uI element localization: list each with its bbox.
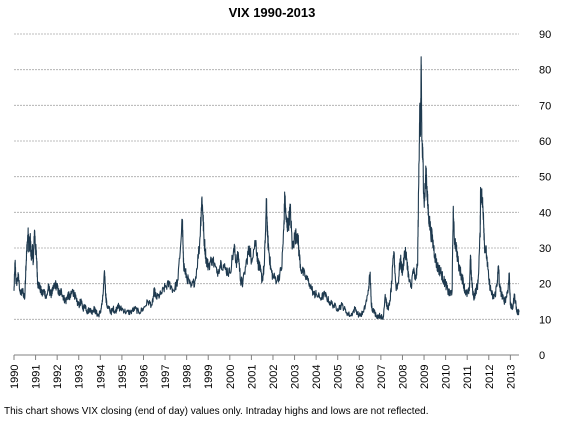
y-tick-label: 10	[539, 314, 551, 326]
axes	[13, 354, 519, 360]
x-tick-label: 2004	[311, 365, 323, 389]
y-tick-label: 20	[539, 279, 551, 291]
x-tick-label: 1991	[31, 365, 43, 389]
x-tick-label: 2008	[397, 365, 409, 389]
x-tick-label: 2013	[505, 365, 517, 389]
x-tick-label: 2009	[419, 365, 431, 389]
tick-labels: 0 10 20 30 40 50 60 70 80 90 1990 1991 1992 1993 1994 1…	[9, 29, 551, 389]
x-tick-label: 2005	[333, 365, 345, 389]
x-tick-label: 2010	[441, 365, 453, 389]
y-tick-label: 60	[539, 136, 551, 148]
x-tick-label: 2011	[462, 365, 474, 389]
x-tick-label: 1996	[138, 365, 150, 389]
y-tick-label: 70	[539, 100, 551, 112]
y-tick-label: 0	[539, 350, 545, 362]
x-tick-label: 1998	[182, 365, 194, 389]
x-tick-label: 1993	[74, 365, 86, 389]
x-tick-label: 2012	[484, 365, 496, 389]
grid	[14, 33, 519, 320]
x-tick-label: 1994	[95, 365, 107, 389]
x-tick-label: 1995	[117, 365, 129, 389]
x-tick-label: 1997	[160, 365, 172, 389]
y-tick-label: 30	[539, 243, 551, 255]
x-tick-label: 2006	[354, 365, 366, 389]
x-tick-label: 1990	[9, 365, 21, 389]
x-tick-label: 2001	[246, 365, 258, 389]
x-tick-label: 1992	[52, 365, 64, 389]
x-tick-label: 1999	[203, 365, 215, 389]
chart-title: VIX 1990-2013	[229, 5, 316, 20]
chart-footnote: This chart shows VIX closing (end of day…	[4, 406, 428, 417]
y-tick-label: 50	[539, 172, 551, 184]
x-tick-label: 2002	[268, 365, 280, 389]
y-tick-label: 40	[539, 207, 551, 219]
vix-series-line	[13, 56, 520, 320]
y-tick-label: 80	[539, 65, 551, 77]
x-tick-label: 2007	[376, 365, 388, 389]
y-tick-label: 90	[539, 29, 551, 41]
series-layer	[13, 56, 520, 320]
x-tick-label: 2000	[225, 365, 237, 389]
x-tick-label: 2003	[290, 365, 302, 389]
